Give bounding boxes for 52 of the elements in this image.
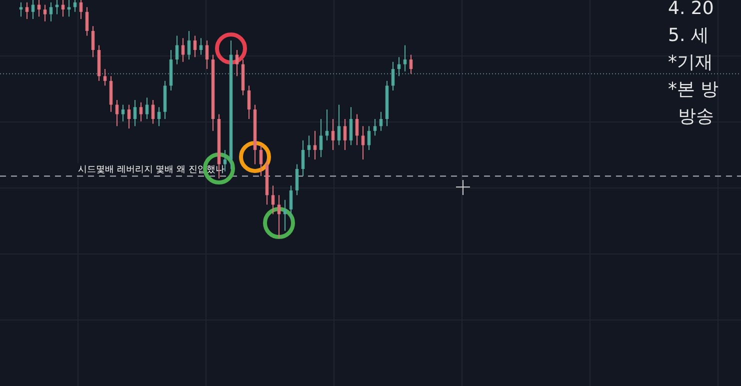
candlestick xyxy=(193,35,197,58)
candlestick xyxy=(235,49,239,77)
candlestick xyxy=(67,0,71,18)
candlestick xyxy=(109,76,113,112)
candlestick xyxy=(403,44,407,72)
candlestick xyxy=(391,61,395,91)
candlestick xyxy=(277,194,281,238)
candlestick xyxy=(103,68,107,86)
candlestick xyxy=(145,97,149,120)
candlestick xyxy=(319,118,323,158)
candlestick xyxy=(115,99,119,127)
candlestick xyxy=(151,99,155,124)
candlestick xyxy=(25,2,29,20)
candlestick xyxy=(175,35,179,65)
candlestick xyxy=(373,118,377,136)
candlestick xyxy=(157,106,161,127)
candlestick xyxy=(379,111,383,132)
candlestick xyxy=(181,38,185,62)
candlestick xyxy=(259,144,263,177)
candlestick xyxy=(367,126,371,150)
text: 방송 xyxy=(678,106,714,127)
candlestick xyxy=(313,130,317,160)
text: 5. 세 xyxy=(668,25,709,46)
candlestick xyxy=(355,114,359,146)
candlestick xyxy=(43,4,47,22)
candlestick xyxy=(139,102,143,122)
candlestick xyxy=(295,164,299,196)
candlestick xyxy=(49,2,53,22)
text: *기재 xyxy=(668,52,713,73)
candlestick xyxy=(337,104,341,146)
candlestick xyxy=(31,0,35,20)
candlestick xyxy=(79,0,83,20)
candlestick xyxy=(307,135,311,158)
candlestick xyxy=(187,30,191,60)
candlestick xyxy=(133,99,137,127)
candlestick xyxy=(343,118,347,150)
candlestick xyxy=(19,2,23,18)
candlestick xyxy=(127,104,131,130)
candlestick xyxy=(349,106,353,146)
candlestick xyxy=(271,185,275,215)
text: 4. 20 xyxy=(668,0,714,19)
candlestick xyxy=(361,126,365,160)
candlestick xyxy=(85,6,89,36)
candlestick xyxy=(205,40,209,70)
candlestick xyxy=(199,38,203,56)
text: *본 방 xyxy=(668,79,719,100)
candlestick xyxy=(331,118,335,150)
candlestick xyxy=(247,85,251,120)
candlestick xyxy=(289,185,293,220)
candlestick xyxy=(301,140,305,177)
candlestick xyxy=(409,54,413,74)
candlestick xyxy=(91,26,95,58)
